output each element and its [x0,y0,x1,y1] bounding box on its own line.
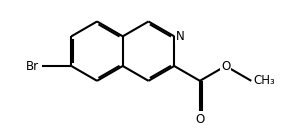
Text: O: O [195,114,205,126]
Text: CH₃: CH₃ [254,74,275,87]
Text: O: O [221,60,230,72]
Text: Br: Br [26,60,39,72]
Text: N: N [176,30,184,43]
